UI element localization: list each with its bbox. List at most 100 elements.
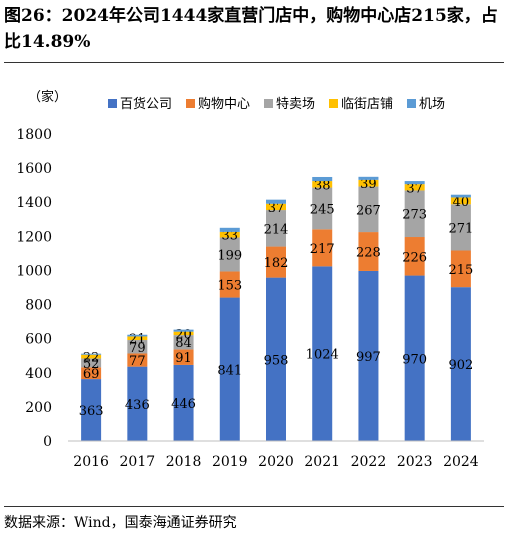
data-label: 40 — [453, 195, 470, 210]
bar-segment — [312, 181, 333, 188]
legend-entry: 临街店铺 — [341, 97, 393, 112]
bar-segment — [127, 340, 148, 354]
x-tick-label: 2018 — [166, 454, 202, 470]
x-tick-label: 2023 — [397, 454, 433, 470]
bar-segment — [173, 329, 194, 332]
bar-segment — [173, 364, 194, 441]
bar-segment — [358, 270, 379, 441]
data-label: 21 — [129, 332, 146, 347]
data-label: 273 — [402, 208, 427, 223]
data-label: 841 — [217, 363, 242, 378]
bar-segment — [450, 287, 471, 441]
bar-segment — [358, 179, 379, 187]
bar-segment — [358, 232, 379, 271]
bar-segment — [312, 176, 333, 182]
data-label: 228 — [356, 246, 381, 261]
bar-segment — [127, 336, 148, 341]
y-tick-label: 1600 — [16, 161, 52, 177]
data-label: 267 — [356, 203, 381, 218]
y-tick-label: 0 — [43, 434, 52, 450]
bar-segment — [450, 197, 471, 205]
data-label: 37 — [268, 201, 285, 216]
x-tick-label: 2016 — [73, 454, 109, 470]
legend-swatch — [108, 99, 117, 108]
y-tick-label: 1800 — [16, 127, 52, 143]
y-tick-label: 200 — [25, 400, 52, 416]
bar-segment — [450, 250, 471, 288]
bar-segment — [219, 297, 240, 441]
title-divider — [4, 62, 504, 63]
source-note: 数据来源：Wind，国泰海通证券研究 — [4, 515, 237, 531]
data-label: 22 — [83, 351, 100, 366]
data-label: 226 — [402, 250, 427, 265]
bar-segment — [266, 199, 286, 204]
data-label: 153 — [217, 279, 242, 294]
chart-title: 图26：2024年公司1444家直营门店中，购物中心店215家，占比14.89% — [4, 6, 498, 52]
x-tick-label: 2017 — [120, 454, 156, 470]
legend-entry: 特卖场 — [276, 97, 315, 112]
y-tick-label: 400 — [25, 366, 52, 382]
bar-segment — [81, 353, 102, 355]
bar-segment — [81, 379, 102, 441]
bar-segment — [219, 227, 240, 232]
bar-segment — [358, 176, 379, 180]
data-label: 91 — [175, 351, 192, 366]
legend-entry: 机场 — [419, 97, 445, 112]
data-label: 1024 — [306, 348, 339, 363]
legend-swatch — [329, 99, 338, 108]
legend: 百货公司 购物中心 特卖场 临街店铺 机场 — [108, 96, 445, 112]
data-label: 997 — [356, 350, 381, 365]
bar-segment — [312, 229, 333, 267]
data-label: 84 — [175, 336, 192, 351]
data-label: 271 — [448, 221, 473, 236]
data-label: 39 — [360, 177, 377, 192]
data-label: 77 — [129, 354, 146, 369]
bar-segment — [173, 349, 194, 365]
bar-segment — [173, 335, 194, 350]
x-tick-label: 2020 — [258, 454, 294, 470]
bar-segment — [404, 181, 425, 185]
bar-segment — [81, 367, 102, 380]
data-label: 245 — [310, 202, 335, 217]
bar-segment — [404, 237, 425, 276]
bar-segment — [219, 271, 240, 298]
bar-segment — [450, 204, 471, 251]
bar-segment — [312, 187, 333, 230]
x-tick-label: 2022 — [351, 454, 387, 470]
data-label: 52 — [83, 357, 100, 372]
data-label: 199 — [217, 248, 242, 263]
bar-segment — [266, 277, 286, 441]
bar-segment — [81, 354, 102, 359]
bar-segment — [450, 194, 471, 198]
data-label: 215 — [448, 263, 473, 278]
data-label: 69 — [83, 367, 100, 382]
y-tick-label: 1000 — [16, 263, 52, 279]
y-tick-label: 800 — [25, 298, 52, 314]
data-label: 363 — [79, 404, 104, 419]
y-tick-label: 1200 — [16, 229, 52, 245]
stacked-bar-chart: （家） 百货公司 购物中心 特卖场 临街店铺 机场 0 200 400 600 800 1000 1… — [16, 89, 484, 470]
x-axis: 2016 2017 2018 2019 2020 2021 2022 2023 2024 — [68, 440, 484, 470]
x-tick-label: 2021 — [304, 454, 340, 470]
source-divider — [4, 506, 504, 507]
data-label: 33 — [222, 229, 239, 244]
legend-swatch — [186, 99, 195, 108]
y-axis-label: （家） — [28, 89, 67, 105]
data-label: 38 — [314, 178, 331, 193]
bar-segment — [312, 266, 333, 441]
legend-entry: 购物中心 — [198, 96, 250, 112]
bar-segment — [127, 334, 148, 337]
data-label: 37 — [406, 181, 423, 196]
data-label: 214 — [264, 222, 289, 237]
data-label: 217 — [310, 242, 335, 257]
data-label: 436 — [125, 398, 150, 413]
y-tick-label: 600 — [25, 332, 52, 348]
x-tick-label: 2024 — [443, 454, 479, 470]
data-label: 958 — [264, 353, 289, 368]
x-tick-label: 2019 — [212, 454, 248, 470]
bar-segment — [127, 366, 148, 441]
bar-segment — [266, 203, 286, 211]
y-tick-label: 1400 — [16, 195, 52, 211]
bar-segment — [404, 190, 425, 238]
data-label: 902 — [448, 358, 473, 373]
